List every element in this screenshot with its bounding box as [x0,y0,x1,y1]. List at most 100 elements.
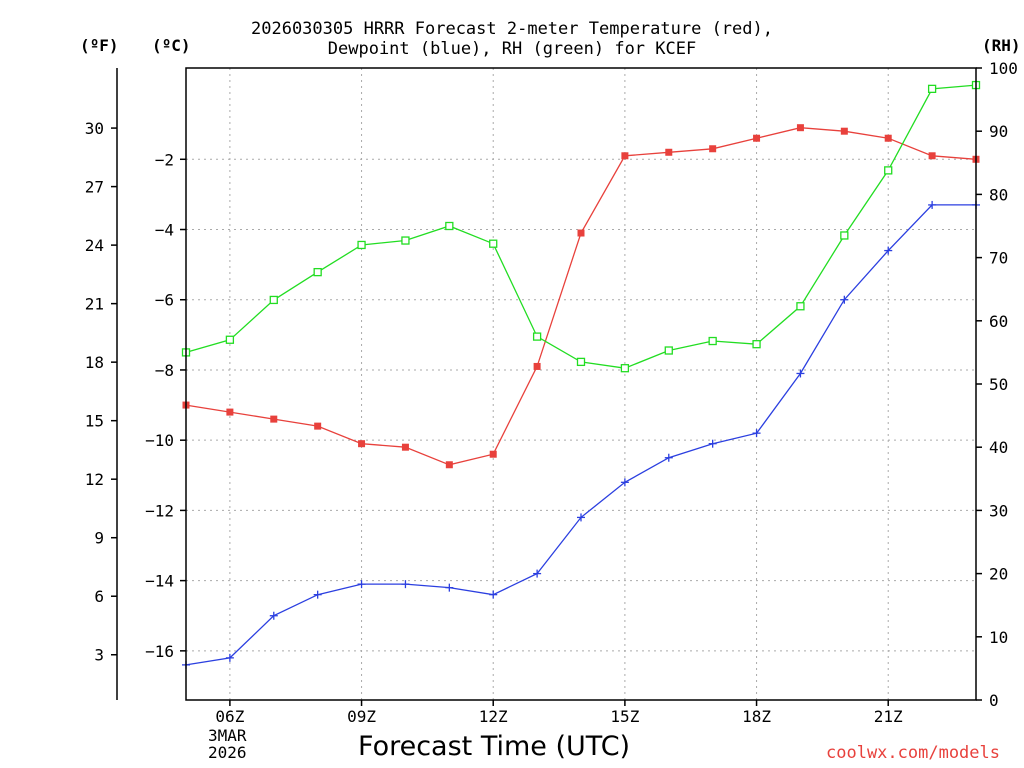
fahrenheit-tick-label: 27 [85,178,104,197]
fahrenheit-tick-label: 6 [94,587,104,606]
rh-line [185,84,977,369]
rh-point [708,336,717,346]
dewpoint-point [401,580,410,589]
fahrenheit-tick-label: 24 [85,236,104,255]
dewpoint-point [225,653,234,662]
rh-tick-label: 10 [989,628,1008,647]
rh-tick-label: 90 [989,122,1008,141]
temperature-point [665,148,673,156]
temperature-point [314,422,322,430]
rh-tick-label: 20 [989,565,1008,584]
temperature-point [226,408,234,416]
temperature-point [577,229,585,237]
fahrenheit-tick-label: 15 [85,412,104,431]
dewpoint-point [796,369,805,378]
rh-point [752,340,761,349]
rh-tick-label: 60 [989,312,1008,331]
dewpoint-point [577,513,585,522]
dewpoint-point [708,439,717,448]
dewpoint-point [489,590,498,599]
temperature-point [445,461,453,469]
fahrenheit-tick-label: 12 [85,470,104,489]
temperature-point [753,134,761,142]
temperature-point [928,152,936,160]
fahrenheit-tick-label: 9 [94,529,104,548]
dewpoint-point [752,429,761,438]
celsius-axis-unit: (ºC) [152,36,191,55]
temperature-point [533,362,541,370]
rh-point [489,239,498,248]
rh-point [532,332,542,341]
temperature-point [884,134,892,142]
celsius-tick-label: −16 [145,642,174,661]
rh-tick-label: 40 [989,438,1008,457]
temperature-point [489,450,497,458]
dewpoint-point [313,590,322,599]
dewpoint-point [357,580,366,589]
rh-tick-label: 100 [989,59,1018,78]
dewpoint-point [533,569,542,578]
temperature-point [796,124,804,132]
rh-point [313,267,322,277]
rh-axis-unit: (RH) [982,36,1021,55]
date-label-year: 2026 [208,743,247,762]
axes: 30272421181512963−2−4−6−8−10−12−14−16100… [85,59,1018,726]
fahrenheit-tick-label: 30 [85,119,104,138]
x-tick-label: 18Z [742,707,771,726]
series-markers [181,80,981,669]
fahrenheit-tick-label: 18 [85,353,104,372]
rh-point [357,240,366,250]
rh-point [269,295,278,305]
rh-point [927,84,937,94]
dewpoint-point [620,478,629,487]
rh-point [620,364,630,373]
celsius-tick-label: −4 [155,221,174,240]
temperature-point [401,443,409,451]
temperature-point [270,415,278,423]
celsius-tick-label: −2 [155,150,174,169]
rh-tick-label: 80 [989,185,1008,204]
rh-tick-label: 70 [989,249,1008,268]
series-lines [185,84,977,666]
dewpoint-point [664,453,673,462]
rh-point [225,335,235,344]
temperature-point [358,440,366,448]
temperature-line [185,127,977,466]
rh-point [401,236,410,245]
date-label-day: 3MAR [208,726,247,745]
dewpoint-point [840,295,849,304]
plot-frame [185,67,977,701]
temperature-point [840,127,848,135]
x-tick-label: 12Z [479,707,508,726]
dewpoint-point [928,200,937,209]
temperature-point [709,145,717,153]
fahrenheit-tick-label: 3 [94,646,104,665]
dewpoint-line [185,204,976,666]
celsius-tick-label: −12 [145,501,174,520]
x-tick-label: 09Z [347,707,376,726]
fahrenheit-tick-label: 21 [85,295,104,314]
celsius-tick-label: −14 [145,572,174,591]
rh-point [840,231,849,240]
grid-lines [186,68,976,700]
chart-title-line-2: Dewpoint (blue), RH (green) for KCEF [327,39,697,59]
credit-text[interactable]: coolwx.com/models [826,743,1000,763]
x-tick-label: 21Z [874,707,903,726]
celsius-tick-label: −6 [155,291,174,310]
celsius-tick-label: −8 [155,361,174,380]
x-axis-title: Forecast Time (UTC) [358,731,631,762]
dewpoint-point [884,246,893,255]
rh-point [796,302,805,311]
rh-point [884,166,893,175]
dewpoint-point [445,583,454,592]
rh-tick-label: 30 [989,501,1008,520]
temperature-point [621,152,629,160]
x-tick-label: 06Z [215,707,244,726]
celsius-tick-label: −10 [145,431,174,450]
rh-point [576,357,586,367]
dewpoint-point [269,611,278,620]
rh-point [664,346,673,355]
chart-title-line-1: 2026030305 HRRR Forecast 2-meter Tempera… [251,19,773,39]
rh-tick-label: 50 [989,375,1008,394]
